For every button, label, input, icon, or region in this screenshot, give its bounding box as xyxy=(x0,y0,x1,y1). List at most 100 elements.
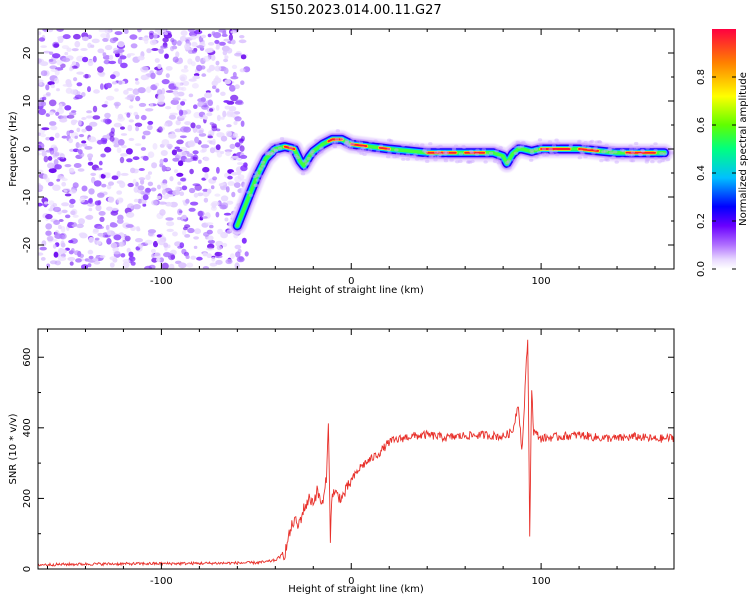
noise-speck xyxy=(116,170,121,178)
ridge-fuzz xyxy=(649,144,654,149)
noise-speck xyxy=(110,74,116,80)
ridge-fuzz xyxy=(461,144,466,149)
ridge-fuzz xyxy=(332,144,337,148)
ridge-fuzz xyxy=(468,160,473,164)
noise-speck xyxy=(188,207,196,212)
noise-speck xyxy=(103,172,111,176)
noise-speck xyxy=(85,214,94,220)
noise-speck xyxy=(82,56,89,63)
noise-speck xyxy=(156,234,162,238)
noise-speck xyxy=(209,108,214,112)
ridge-fuzz xyxy=(534,155,539,159)
ridge-fuzz xyxy=(253,183,258,188)
noise-speck xyxy=(192,156,198,160)
noise-speck xyxy=(50,68,58,73)
ridge-fuzz xyxy=(333,140,339,144)
noise-speck xyxy=(99,216,105,222)
noise-speck xyxy=(234,244,242,250)
ridge-fuzz xyxy=(356,138,361,143)
noise-speck xyxy=(166,228,174,232)
x-tick-label: -100 xyxy=(150,576,173,587)
ridge-fuzz xyxy=(581,142,586,146)
noise-speck xyxy=(47,181,54,187)
noise-speck xyxy=(105,95,115,101)
noise-speck xyxy=(135,238,143,243)
ridge-fuzz xyxy=(538,143,543,147)
ridge-fuzz xyxy=(496,156,502,160)
ridge-fuzz xyxy=(268,151,274,155)
noise-speck xyxy=(68,138,73,144)
noise-speck xyxy=(97,225,104,230)
noise-speck xyxy=(234,52,243,57)
noise-speck xyxy=(109,222,118,228)
noise-speck xyxy=(202,114,207,120)
ridge-fuzz xyxy=(346,142,351,146)
ridge-fuzz xyxy=(593,147,598,151)
snr-panel: -100 0 100 0 200 400 600 Height of straight l… xyxy=(8,328,675,595)
noise-speck xyxy=(94,200,101,206)
noise-speck xyxy=(162,29,167,33)
noise-speck xyxy=(73,33,81,40)
ridge-fuzz xyxy=(628,144,633,148)
noise-speck xyxy=(197,210,205,217)
noise-speck xyxy=(92,258,99,262)
noise-speck xyxy=(69,189,77,194)
noise-speck xyxy=(54,164,62,170)
ridge-fuzz xyxy=(659,151,664,156)
ridge-fuzz xyxy=(305,162,310,166)
noise-speck xyxy=(45,92,51,96)
noise-speck xyxy=(126,158,133,163)
noise-speck xyxy=(38,58,42,64)
ridge-fuzz xyxy=(264,152,270,156)
noise-speck xyxy=(180,76,186,82)
noise-speck xyxy=(169,176,174,182)
noise-speck xyxy=(190,255,197,260)
noise-speck xyxy=(225,151,232,157)
noise-speck xyxy=(46,235,54,242)
ridge-fuzz xyxy=(422,149,427,153)
noise-speck xyxy=(207,42,215,46)
noise-speck xyxy=(194,136,200,144)
noise-speck xyxy=(41,150,47,157)
ridge-fuzz xyxy=(265,150,270,154)
x-tick-label: 100 xyxy=(532,576,551,587)
noise-speck xyxy=(230,155,239,159)
ridge-fuzz xyxy=(347,143,352,148)
ridge-fuzz xyxy=(429,154,434,158)
noise-speck xyxy=(227,175,233,180)
ridge-fuzz xyxy=(554,138,559,142)
noise-speck xyxy=(241,237,247,244)
ridge-fuzz xyxy=(343,145,348,149)
noise-speck xyxy=(168,263,175,269)
noise-speck xyxy=(116,218,124,224)
ridge-fuzz xyxy=(640,148,645,153)
ridge-fuzz xyxy=(484,153,490,157)
ridge-fuzz xyxy=(521,140,526,145)
noise-speck xyxy=(66,47,72,52)
noise-speck xyxy=(103,118,108,123)
noise-speck xyxy=(71,65,78,69)
colorbar-tick-label: 0.0 xyxy=(696,261,707,277)
noise-speck xyxy=(231,135,239,139)
noise-speck xyxy=(202,252,208,257)
ridge-fuzz xyxy=(604,157,610,161)
noise-speck xyxy=(155,82,160,87)
noise-speck xyxy=(244,251,249,257)
ridge-fuzz xyxy=(657,160,662,164)
noise-speck xyxy=(108,181,114,186)
noise-speck xyxy=(90,172,97,176)
noise-speck xyxy=(142,66,149,71)
noise-speck xyxy=(218,183,224,187)
noise-speck xyxy=(104,112,111,119)
noise-speck xyxy=(106,119,113,124)
ridge-fuzz xyxy=(273,149,278,153)
noise-speck xyxy=(132,156,140,161)
noise-speck xyxy=(81,117,87,120)
noise-speck xyxy=(60,226,66,233)
noise-speck xyxy=(54,233,63,239)
ridge-fuzz xyxy=(547,140,553,144)
ridge-fuzz xyxy=(428,155,433,159)
noise-speck xyxy=(215,211,220,218)
noise-speck xyxy=(161,88,166,95)
ridge-fuzz xyxy=(254,183,259,187)
